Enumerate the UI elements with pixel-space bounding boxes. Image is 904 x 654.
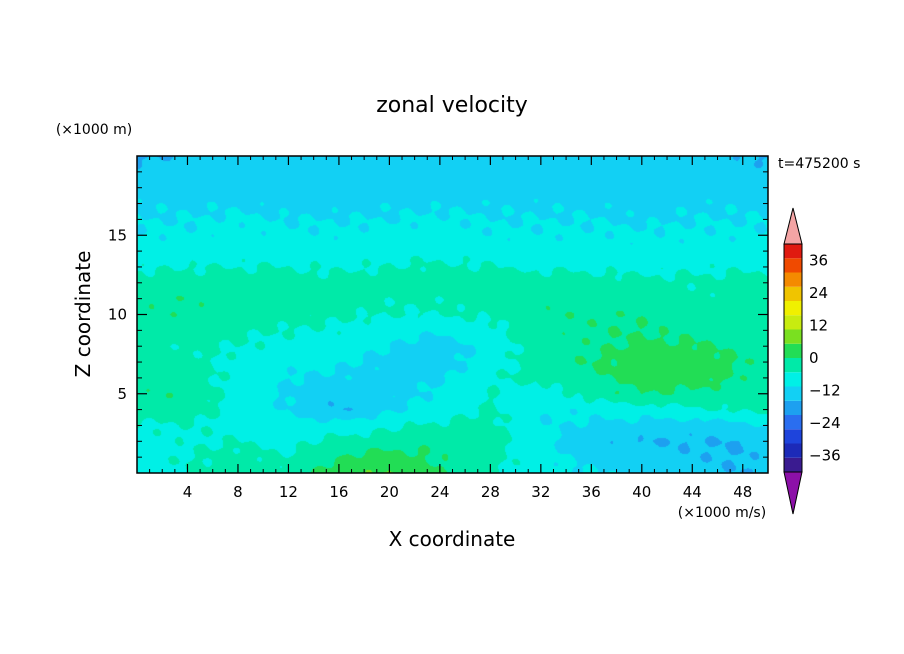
x-axis-label: X coordinate bbox=[389, 527, 516, 551]
x-tick-label: 44 bbox=[683, 483, 702, 501]
y-axis-ticks: 5 10 15 bbox=[108, 171, 768, 458]
colorbar-segment bbox=[784, 286, 802, 301]
colorbar-frame bbox=[783, 243, 803, 473]
colorbar bbox=[783, 207, 803, 515]
x-tick-label: 4 bbox=[183, 483, 193, 501]
colorbar-segment bbox=[784, 343, 802, 358]
contour-field bbox=[137, 156, 768, 473]
x-tick-label: 48 bbox=[733, 483, 752, 501]
x-unit-label: (×1000 m/s) bbox=[678, 505, 766, 521]
x-axis-ticks: 4 8 12 16 20 24 28 32 36 40 44 48 bbox=[149, 156, 756, 501]
velocity-field-image bbox=[137, 156, 768, 473]
y-axis-label: Z coordinate bbox=[71, 251, 95, 378]
colorbar-tick-label: 0 bbox=[809, 349, 819, 367]
colorbar-tick-label: −12 bbox=[809, 382, 841, 400]
colorbar-tick-label: −36 bbox=[809, 447, 841, 465]
chart-title: zonal velocity bbox=[376, 93, 528, 118]
y-unit-label: (×1000 m) bbox=[56, 122, 132, 138]
colorbar-tick-label: −24 bbox=[809, 414, 841, 432]
colorbar-segment bbox=[784, 443, 802, 458]
time-label: t=475200 s bbox=[778, 156, 860, 172]
colorbar-segment bbox=[784, 272, 802, 287]
colorbar-segment bbox=[784, 415, 802, 430]
colorbar-segment bbox=[784, 258, 802, 273]
colorbar-tick-label: 24 bbox=[809, 284, 828, 302]
x-tick-label: 16 bbox=[329, 483, 348, 501]
colorbar-segment bbox=[784, 400, 802, 415]
x-tick-label: 12 bbox=[279, 483, 298, 501]
colorbar-segment bbox=[784, 329, 802, 344]
colorbar-segment bbox=[784, 244, 802, 259]
x-tick-label: 8 bbox=[233, 483, 243, 501]
x-tick-label: 28 bbox=[481, 483, 500, 501]
colorbar-segment bbox=[784, 457, 802, 472]
x-tick-label: 20 bbox=[380, 483, 399, 501]
colorbar-segment bbox=[784, 358, 802, 373]
colorbar-ticks: 36 24 12 0 −12 −24 −36 bbox=[809, 251, 841, 464]
colorbar-tick-label: 36 bbox=[809, 251, 828, 269]
y-tick-label: 10 bbox=[108, 306, 127, 324]
colorbar-under-arrow bbox=[783, 471, 803, 515]
colorbar-tick-label: 12 bbox=[809, 316, 828, 334]
colorbar-segment bbox=[784, 301, 802, 316]
colorbar-segment bbox=[784, 429, 802, 444]
x-tick-label: 40 bbox=[632, 483, 651, 501]
colorbar-segment bbox=[784, 372, 802, 387]
colorbar-over-arrow bbox=[783, 207, 803, 245]
y-tick-label: 5 bbox=[117, 385, 127, 403]
x-tick-label: 36 bbox=[582, 483, 601, 501]
y-tick-label: 15 bbox=[108, 226, 127, 244]
colorbar-segment bbox=[784, 386, 802, 401]
x-tick-label: 32 bbox=[531, 483, 550, 501]
x-tick-label: 24 bbox=[430, 483, 449, 501]
colorbar-segment bbox=[784, 315, 802, 330]
